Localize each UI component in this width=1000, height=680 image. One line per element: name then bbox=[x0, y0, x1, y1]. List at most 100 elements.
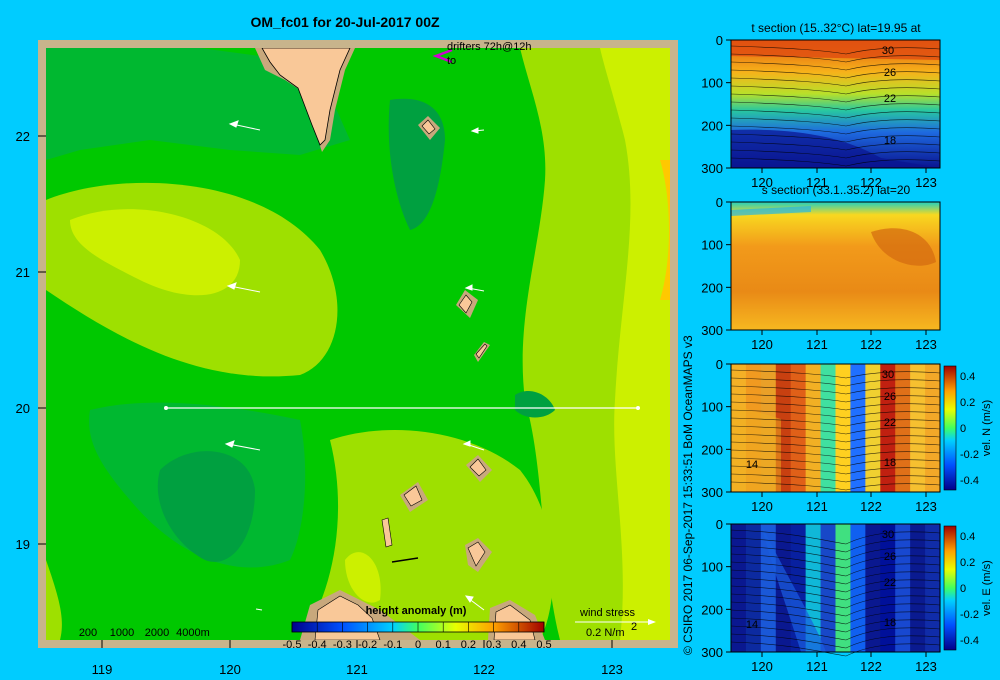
panel-depth-tick-label: 100 bbox=[701, 400, 723, 415]
contour-label: 14 bbox=[746, 459, 758, 471]
section-line bbox=[164, 406, 640, 410]
colorbar-tick-label: -0.2 bbox=[358, 639, 377, 651]
velocity-colorbar-tick: 0.4 bbox=[960, 371, 975, 383]
section-panels: 30 26 22 18 t section (15..32°C) lat=19.95 a… bbox=[701, 21, 993, 674]
panel-lon-tick-label: 121 bbox=[806, 337, 828, 352]
wind-stress-arrows bbox=[224, 120, 485, 611]
contour-label: 30 bbox=[882, 529, 894, 541]
panel-depth-tick-label: 0 bbox=[716, 357, 723, 372]
colorbar-tick-label: -0.3 bbox=[333, 639, 352, 651]
panel-lon-tick-label: 122 bbox=[860, 659, 882, 674]
contour-label: 30 bbox=[882, 45, 894, 57]
panel-lon-tick-label: 120 bbox=[751, 337, 773, 352]
velocity-colorbar-tick: -0.2 bbox=[960, 449, 979, 461]
panel-title: s section (33.1..35.2) lat=20 bbox=[762, 183, 911, 197]
map-x-axis: 119 120 121 122 123 bbox=[92, 640, 623, 677]
panel-depth-tick-label: 300 bbox=[701, 161, 723, 176]
contour-label: 18 bbox=[884, 617, 896, 629]
panel-lon-tick-label: 120 bbox=[751, 659, 773, 674]
colorbar-tick-label: 0.5 bbox=[536, 639, 551, 651]
panel-depth-tick-label: 100 bbox=[701, 76, 723, 91]
panel-lon-tick-label: 121 bbox=[806, 499, 828, 514]
panel-depth-tick-label: 200 bbox=[701, 602, 723, 617]
map-x-tick-label: 121 bbox=[346, 662, 368, 677]
panel-depth-tick-label: 0 bbox=[716, 517, 723, 532]
panel-depth-tick-label: 200 bbox=[701, 118, 723, 133]
velocity-colorbar-tick: -0.2 bbox=[960, 609, 979, 621]
panel-depth-tick-label: 0 bbox=[716, 195, 723, 210]
panel-depth-tick-label: 0 bbox=[716, 33, 723, 48]
colorbar-tick-label: 0.2 bbox=[461, 639, 476, 651]
drifters-legend: drifters 72h@12h to bbox=[432, 41, 532, 67]
velocity-colorbar-tick: 0 bbox=[960, 423, 966, 435]
colorbar-title: height anomaly (m) bbox=[366, 605, 467, 617]
velocity-colorbar-label: vel. E (m/s) bbox=[981, 560, 993, 616]
contour-label: 22 bbox=[884, 417, 896, 429]
map-y-axis: 22 21 20 19 bbox=[16, 129, 46, 552]
taiwan-land bbox=[261, 48, 351, 146]
panel-depth-tick-label: 200 bbox=[701, 442, 723, 457]
map-x-tick-label: 123 bbox=[601, 662, 623, 677]
panel-lon-tick-label: 120 bbox=[751, 175, 773, 190]
panel-lon-tick-label: 123 bbox=[915, 175, 937, 190]
panel-lon-tick-label: 122 bbox=[860, 337, 882, 352]
wind-scale-legend: wind stress 0.2 N/m 2 bbox=[575, 607, 656, 639]
contour-label: 30 bbox=[882, 369, 894, 381]
height-anomaly-field bbox=[46, 48, 670, 640]
colorbar-tick-label: -0.5 bbox=[283, 639, 302, 651]
contour-label: 14 bbox=[746, 619, 758, 631]
contour-label: 26 bbox=[884, 67, 896, 79]
wind-scale-superscript: 2 bbox=[631, 621, 637, 633]
height-colorbar: height anomaly (m) -0.5 -0.4 -0.3 -0.2 -0.1 0… bbox=[283, 605, 552, 651]
depth-legend: 200 1000 2000 4000m bbox=[79, 627, 210, 639]
velocity-colorbar-tick: 0.4 bbox=[960, 531, 975, 543]
contour-label: 26 bbox=[884, 551, 896, 563]
velocity-colorbar-label: vel. N (m/s) bbox=[981, 400, 993, 456]
panel-depth-tick-label: 300 bbox=[701, 485, 723, 500]
section-panel: 30 26 22 18 14 0 100 200 300 120 121 122 123 0.4 0.2 0 -… bbox=[701, 517, 993, 674]
contour-label: 22 bbox=[884, 577, 896, 589]
colorbar-tick-label: 0.1 bbox=[436, 639, 451, 651]
panel-lon-tick-label: 121 bbox=[806, 175, 828, 190]
panel-lon-tick-label: 121 bbox=[806, 659, 828, 674]
colorbar-tick-label: 0.3 bbox=[486, 639, 501, 651]
depth-legend-value: 1000 bbox=[110, 627, 134, 639]
velocity-colorbar-tick: -0.4 bbox=[960, 475, 979, 487]
map-x-tick-label: 120 bbox=[219, 662, 241, 677]
panel-depth-tick-label: 300 bbox=[701, 645, 723, 660]
panel-lon-tick-label: 123 bbox=[915, 499, 937, 514]
depth-legend-value: 2000 bbox=[145, 627, 169, 639]
drifters-label: drifters 72h@12h bbox=[447, 41, 532, 53]
colorbar-tick-label: -0.1 bbox=[383, 639, 402, 651]
panel-lon-tick-label: 120 bbox=[751, 499, 773, 514]
map-y-tick-label: 22 bbox=[16, 129, 30, 144]
panel-depth-tick-label: 100 bbox=[701, 560, 723, 575]
map-x-tick-label: 122 bbox=[473, 662, 495, 677]
panel-title: t section (15..32°C) lat=19.95 at bbox=[751, 21, 921, 35]
section-panel: s section (33.1..35.2) lat=20 0 100 200 300 1… bbox=[701, 183, 941, 352]
map-y-tick-label: 19 bbox=[16, 537, 30, 552]
panel-lon-tick-label: 122 bbox=[860, 175, 882, 190]
colorbar-tick-label: -0.4 bbox=[308, 639, 327, 651]
velocity-colorbar-tick: -0.4 bbox=[960, 635, 979, 647]
section-panel: 30 26 22 18 t section (15..32°C) lat=19.95 a… bbox=[701, 21, 941, 190]
panel-depth-tick-label: 300 bbox=[701, 323, 723, 338]
contour-label: 18 bbox=[884, 135, 896, 147]
panel-lon-tick-label: 122 bbox=[860, 499, 882, 514]
panel-depth-tick-label: 100 bbox=[701, 238, 723, 253]
panel-lon-tick-label: 123 bbox=[915, 659, 937, 674]
velocity-colorbar-tick: 0.2 bbox=[960, 557, 975, 569]
depth-legend-value: 200 bbox=[79, 627, 97, 639]
panel-lon-tick-label: 123 bbox=[915, 337, 937, 352]
drifters-to-label: to bbox=[447, 55, 456, 67]
wind-scale-value: 0.2 N/m bbox=[586, 627, 625, 639]
panel-depth-tick-label: 200 bbox=[701, 280, 723, 295]
map-x-tick-label: 119 bbox=[92, 662, 113, 677]
contour-label: 18 bbox=[884, 457, 896, 469]
section-panel: 30 26 22 18 14 0 100 200 300 120 121 122 123 0.4 0.2 0 -… bbox=[701, 357, 993, 514]
map-title: OM_fc01 for 20-Jul-2017 00Z bbox=[250, 14, 440, 30]
map-y-tick-label: 20 bbox=[16, 401, 30, 416]
colorbar-tick-label: 0.4 bbox=[511, 639, 526, 651]
contour-label: 22 bbox=[884, 93, 896, 105]
